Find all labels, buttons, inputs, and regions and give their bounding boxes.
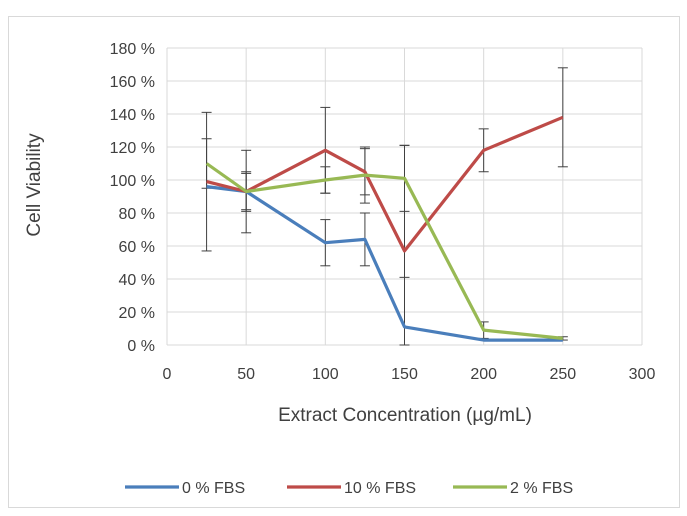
y-axis-label: Cell Viability [24,133,45,237]
x-tick-label: 50 [237,366,255,383]
y-tick-label: 40 % [119,272,155,289]
legend-item: 10 % FBS [287,480,416,497]
x-tick-label: 300 [629,366,656,383]
y-tick-label: 20 % [119,305,155,322]
legend-item: 2 % FBS [453,480,573,497]
x-tick-label: 150 [391,366,418,383]
y-tick-label: 180 % [110,41,155,58]
y-tick-label: 160 % [110,74,155,91]
legend-label: 10 % FBS [344,480,416,497]
x-tick-label: 100 [312,366,339,383]
y-tick-label: 100 % [110,173,155,190]
x-axis-ticks: 0 50 100 150 200 250 300 [163,366,656,383]
y-tick-label: 140 % [110,107,155,124]
series-line-2 [205,162,563,340]
chart-container: 0 % 20 % 40 % 60 % 80 % 100 % 120 % 140 % 160 % 1… [8,16,680,508]
y-tick-label: 60 % [119,239,155,256]
x-tick-label: 250 [549,366,576,383]
y-tick-label: 80 % [119,206,155,223]
legend-label: 2 % FBS [510,480,573,497]
series-lines [205,115,564,342]
series-line-1 [206,115,564,253]
legend-item: 0 % FBS [125,480,245,497]
x-tick-label: 200 [470,366,497,383]
y-axis-ticks: 0 % 20 % 40 % 60 % 80 % 100 % 120 % 140 % 160 % 1… [110,41,155,355]
x-axis-label: Extract Concentration (µg/mL) [278,405,532,426]
error-bars [201,67,568,346]
y-tick-label: 0 % [127,338,155,355]
line-chart: 0 % 20 % 40 % 60 % 80 % 100 % 120 % 140 % 160 % 1… [24,41,656,497]
y-tick-label: 120 % [110,140,155,157]
legend-label: 0 % FBS [182,480,245,497]
error-bar [557,67,568,168]
legend: 0 % FBS 10 % FBS 2 % FBS [125,480,573,497]
x-tick-label: 0 [163,366,172,383]
